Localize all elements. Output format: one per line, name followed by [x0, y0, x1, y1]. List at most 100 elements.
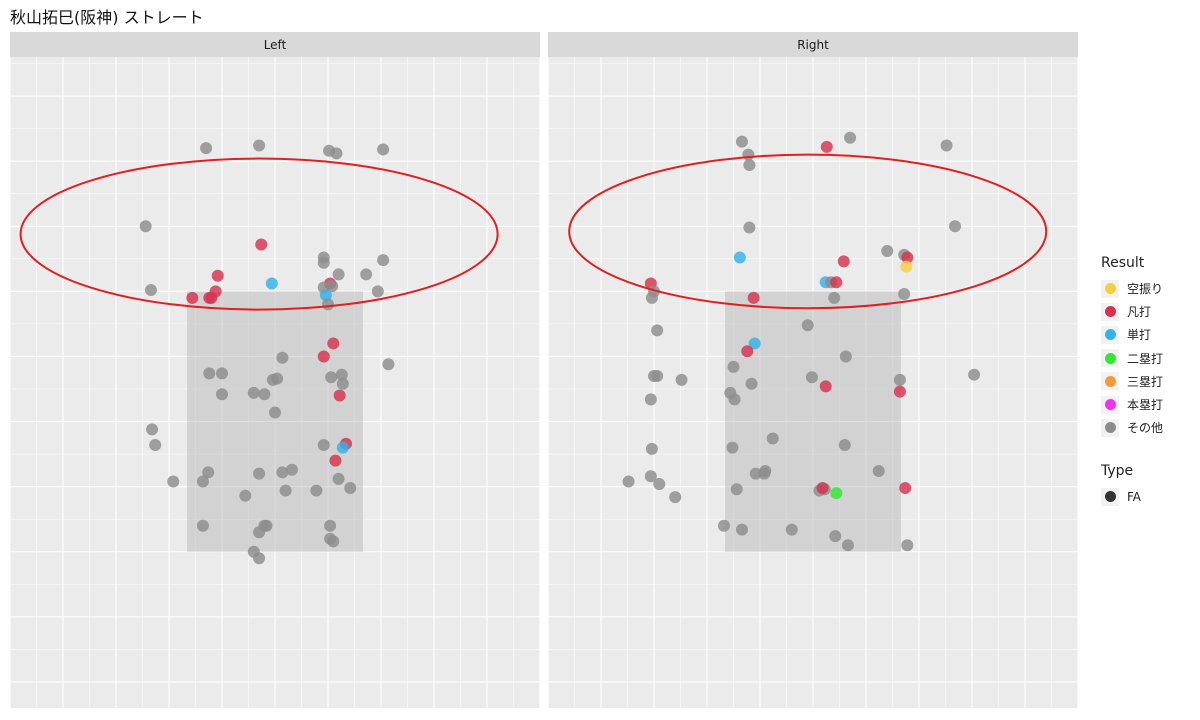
data-point [881, 244, 894, 257]
data-point [816, 481, 829, 494]
data-point [733, 251, 746, 264]
type-legend-item: FA [1101, 485, 1163, 508]
data-point [216, 367, 228, 380]
strike-zone [725, 291, 901, 552]
highlight-ellipse [19, 157, 499, 311]
data-point [899, 481, 912, 494]
data-point [330, 147, 343, 160]
data-point [255, 238, 268, 251]
panel-right: Right [547, 32, 1079, 708]
data-point [669, 491, 682, 504]
result-legend-item: 空振り [1101, 277, 1163, 300]
facet-strip [10, 32, 540, 57]
chart-title: 秋山拓巳(阪神) ストレート [10, 8, 204, 27]
data-point [317, 256, 330, 269]
legend-key [1101, 349, 1119, 368]
data-point [202, 466, 215, 479]
data-point [893, 373, 906, 386]
data-point [645, 291, 658, 304]
panel-left: Left [9, 32, 541, 708]
data-point [167, 475, 180, 488]
legend-key [1101, 418, 1119, 437]
legend-label: 本塁打 [1127, 398, 1164, 413]
data-point [747, 291, 760, 304]
data-point [247, 386, 260, 399]
strike-zone [187, 291, 363, 552]
data-point [838, 438, 851, 451]
data-point [717, 519, 730, 532]
facet-strip [548, 32, 1078, 57]
data-point [317, 438, 330, 451]
data-point [325, 371, 338, 384]
legend-swatch [1104, 491, 1116, 503]
data-point [322, 298, 334, 311]
data-point [332, 268, 345, 281]
result-legend-item: 二塁打 [1101, 347, 1163, 370]
data-point [828, 291, 841, 304]
legend-label: その他 [1127, 421, 1164, 436]
data-point [743, 159, 756, 172]
data-point [205, 291, 218, 304]
data-point [285, 463, 298, 476]
data-point [898, 287, 911, 300]
data-point [741, 345, 754, 358]
data-point [329, 454, 342, 467]
legend-title-result: Result [1101, 255, 1145, 271]
data-point [146, 423, 159, 436]
data-point [745, 377, 758, 390]
legend: Result 空振り 凡打 単打 二塁打 三塁打 本塁打 その他 Type FA [1101, 255, 1163, 509]
legend-swatch [1104, 422, 1116, 434]
data-point [269, 406, 281, 419]
data-point [766, 432, 779, 445]
data-point [344, 481, 357, 494]
data-point [743, 221, 756, 234]
data-point [727, 360, 740, 373]
legend-label: FA [1127, 489, 1142, 504]
data-point [196, 519, 209, 532]
data-point [651, 369, 664, 382]
data-point [335, 368, 348, 381]
result-legend-item: 単打 [1101, 323, 1163, 346]
data-point [651, 324, 664, 337]
legend-label: 三塁打 [1127, 374, 1164, 389]
data-point [200, 142, 213, 155]
legend-swatch [1104, 283, 1116, 295]
data-point [728, 393, 741, 406]
legend-title-type: Type [1101, 463, 1134, 480]
data-point [332, 472, 345, 485]
facet-label: Left [264, 38, 287, 52]
data-point [327, 337, 340, 350]
data-point [841, 539, 854, 552]
data-point [319, 289, 332, 302]
data-point [726, 441, 739, 454]
data-point [820, 140, 833, 153]
legend-key [1101, 372, 1119, 391]
data-point [949, 220, 962, 233]
data-point [730, 483, 743, 496]
data-point [893, 385, 906, 398]
data-point [253, 552, 266, 565]
data-point [675, 373, 688, 386]
data-point [758, 467, 771, 480]
data-point [622, 475, 635, 488]
data-point [266, 373, 279, 386]
data-point [377, 254, 390, 267]
data-point [239, 489, 252, 502]
data-point [748, 337, 761, 350]
data-point [644, 393, 657, 406]
result-legend-item: その他 [1101, 416, 1163, 439]
data-point [735, 135, 748, 148]
data-point [382, 358, 395, 371]
data-point [265, 277, 278, 290]
result-legend-item: 本塁打 [1101, 393, 1163, 416]
data-point [360, 268, 373, 281]
result-legend-item: 三塁打 [1101, 370, 1163, 393]
data-point [749, 467, 762, 480]
data-point [279, 484, 292, 497]
data-point [253, 467, 266, 480]
data-point [844, 131, 857, 144]
data-point [645, 442, 658, 455]
data-point [324, 519, 337, 532]
data-point [377, 143, 390, 156]
